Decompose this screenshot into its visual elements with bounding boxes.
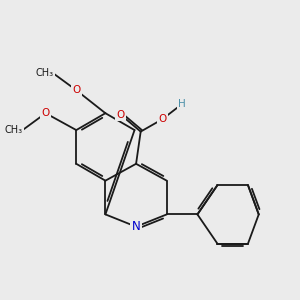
Text: O: O [158, 114, 166, 124]
Text: N: N [132, 220, 140, 233]
Text: O: O [41, 108, 50, 118]
Text: O: O [117, 110, 125, 120]
Text: CH₃: CH₃ [35, 68, 53, 78]
Text: H: H [178, 99, 186, 109]
Text: CH₃: CH₃ [4, 125, 22, 135]
Text: O: O [72, 85, 80, 95]
